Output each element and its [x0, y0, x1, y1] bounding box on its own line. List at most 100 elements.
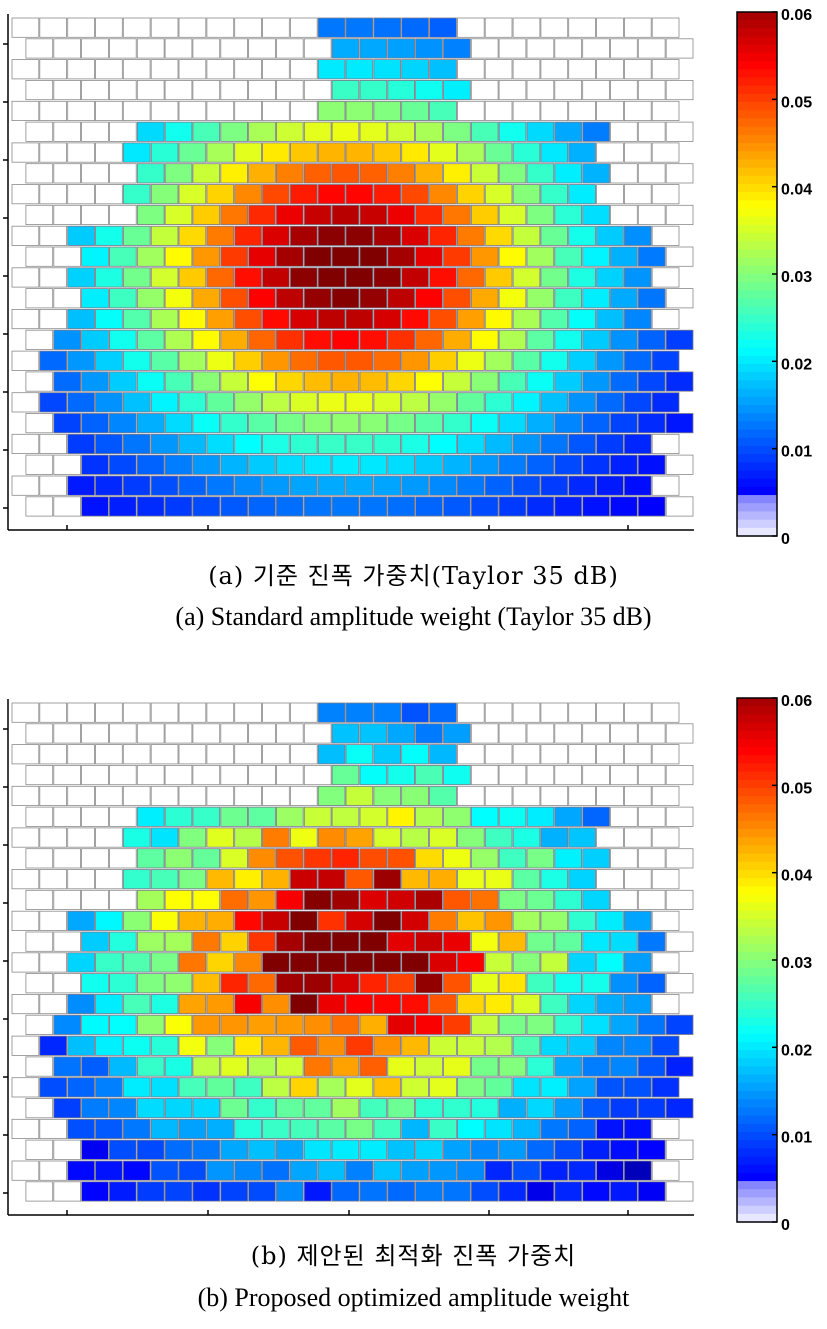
array-element-cell: [665, 454, 694, 475]
array-element-cell: [637, 163, 666, 184]
array-element-cell: [192, 454, 221, 475]
array-element-cell: [262, 17, 290, 38]
array-element-cell: [275, 496, 304, 517]
array-element-cell: [526, 723, 555, 744]
colorbar-tick-label: 0.06: [781, 693, 812, 710]
array-element-cell: [470, 1014, 499, 1035]
array-element-cell: [331, 1098, 360, 1119]
array-element-cell: [484, 267, 513, 288]
array-element-cell: [624, 910, 652, 931]
colorbar-tick-label: 0.05: [781, 780, 812, 797]
array-element-cell: [289, 1118, 318, 1140]
array-element-cell: [122, 744, 151, 765]
array-element-cell: [540, 100, 569, 122]
array-element-cell: [401, 142, 429, 163]
array-element-cell: [624, 994, 652, 1015]
array-element-cell: [610, 288, 638, 309]
array-element-cell: [11, 433, 40, 454]
array-element-cell: [206, 308, 235, 330]
array-element-cell: [67, 225, 95, 246]
array-element-cell: [150, 785, 179, 806]
array-element-cell: [387, 1139, 415, 1160]
array-element-cell: [470, 889, 499, 910]
array-element-cell: [262, 267, 290, 288]
array-element-cell: [512, 17, 541, 38]
array-element-cell: [262, 308, 290, 330]
array-element-cell: [582, 1056, 610, 1077]
array-element-cell: [81, 1139, 109, 1160]
array-element-cell: [331, 1014, 360, 1035]
array-element-cell: [470, 806, 499, 827]
array-element-cell: [136, 413, 165, 434]
array-element-cell: [11, 17, 40, 38]
array-element-cell: [373, 1118, 402, 1140]
array-element-cell: [401, 308, 429, 330]
array-element-cell: [596, 350, 624, 371]
array-element-cell: [248, 931, 276, 952]
array-element-cell: [373, 475, 402, 496]
array-element-cell: [470, 38, 499, 59]
array-element-cell: [512, 1118, 541, 1140]
array-element-cell: [596, 744, 624, 765]
array-element-cell: [178, 785, 207, 806]
array-element-cell: [651, 702, 680, 723]
array-element-cell: [484, 59, 513, 80]
array-element-cell: [262, 785, 290, 806]
array-element-cell: [415, 765, 443, 786]
array-element-cell: [11, 225, 40, 246]
array-element-cell: [67, 59, 95, 80]
array-element-cell: [345, 433, 374, 454]
colorbar-tick-label: 0.01: [781, 444, 812, 461]
array-element-cell: [554, 204, 582, 226]
array-element-cell: [192, 121, 221, 142]
array-element-cell: [122, 1035, 151, 1056]
array-element-cell: [25, 1014, 54, 1035]
array-element-cell: [526, 765, 555, 786]
array-element-cell: [317, 392, 346, 413]
array-element-cell: [359, 204, 388, 226]
array-element-cell: [470, 204, 499, 226]
array-element-cell: [220, 163, 249, 184]
array-element-cell: [262, 475, 290, 496]
array-element-cell: [150, 392, 179, 413]
array-element-cell: [470, 496, 499, 517]
array-element-cell: [275, 931, 304, 952]
array-element-cell: [95, 1118, 123, 1140]
array-element-cell: [331, 204, 360, 226]
array-element-cell: [11, 184, 40, 205]
array-element-cell: [359, 889, 388, 910]
array-element-cell: [568, 1118, 596, 1140]
array-element-cell: [401, 1035, 429, 1056]
array-element-cell: [596, 1077, 624, 1098]
array-element-cell: [317, 1077, 346, 1098]
array-element-cell: [192, 413, 221, 434]
array-element-cell: [624, 475, 652, 496]
array-element-cell: [401, 785, 429, 806]
array-element-cell: [568, 433, 596, 454]
array-element-cell: [540, 392, 569, 413]
array-element-cell: [164, 806, 193, 827]
array-element-cell: [67, 184, 95, 205]
array-element-cell: [262, 910, 290, 931]
array-element-cell: [624, 433, 652, 454]
array-element-cell: [373, 17, 402, 38]
array-element-cell: [345, 184, 374, 205]
array-element-cell: [122, 59, 151, 80]
array-element-cell: [387, 163, 415, 184]
array-element-cell: [39, 869, 67, 890]
array-element-cell: [150, 1077, 179, 1098]
array-element-cell: [596, 702, 624, 723]
array-element-cell: [122, 350, 151, 371]
array-element-cell: [610, 848, 638, 869]
array-element-cell: [25, 496, 54, 517]
array-element-cell: [512, 952, 541, 973]
array-element-cell: [164, 288, 193, 309]
array-element-cell: [554, 121, 582, 142]
array-element-cell: [317, 1118, 346, 1140]
array-element-cell: [651, 785, 680, 806]
array-element-cell: [220, 496, 249, 517]
array-element-cell: [109, 889, 137, 910]
array-element-cell: [554, 1098, 582, 1119]
array-element-cell: [470, 1139, 499, 1160]
array-element-cell: [540, 267, 569, 288]
